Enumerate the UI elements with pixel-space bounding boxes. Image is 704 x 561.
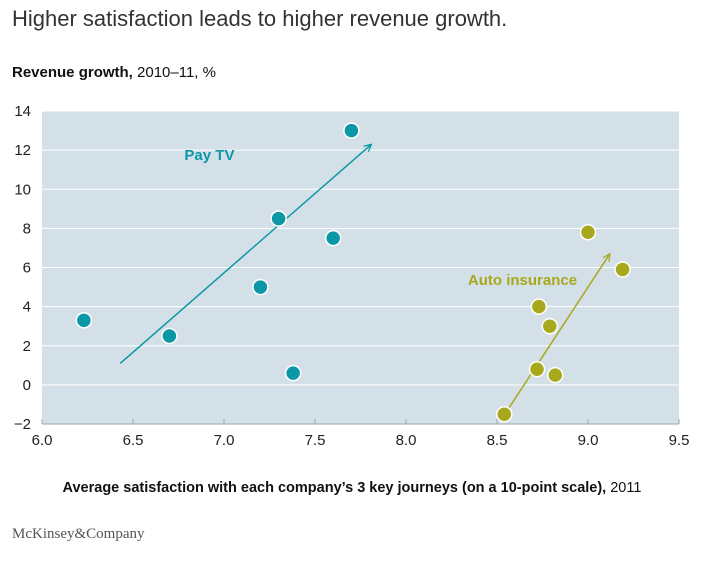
y-tick-label: 12	[14, 142, 31, 159]
y-tick-label: 0	[23, 377, 31, 394]
y-tick-label: 4	[23, 299, 31, 316]
data-point-auto-insurance	[546, 366, 564, 384]
x-tick-label: 7.5	[305, 432, 326, 449]
data-point-pay-tv	[252, 278, 269, 296]
y-tick-label: 6	[23, 260, 31, 277]
trend-arrow-pay-tv	[119, 144, 371, 364]
scatter-chart: 6.0 6.5 7.0 7.5 8.0 8.5 9.0 9.5 14 12 10 8 6 4 2 0 −2 Pay…	[14, 103, 690, 449]
series-label-auto-insurance: Auto insurance	[468, 272, 577, 289]
data-point-pay-tv	[270, 210, 287, 227]
data-point-pay-tv	[75, 312, 93, 329]
x-axis-label: Average satisfaction with each company’s…	[0, 480, 704, 496]
data-point-auto-insurance	[541, 317, 559, 335]
x-tick-label: 8.0	[396, 432, 417, 449]
x-tick-label: 6.5	[123, 432, 144, 449]
y-tick-label: 8	[23, 220, 31, 237]
y-tick-label: 14	[14, 103, 31, 120]
mckinsey-logo: McKinsey&Company	[12, 526, 145, 542]
data-point-pay-tv	[343, 122, 360, 139]
y-tick-label: −2	[14, 416, 31, 433]
x-tick-label: 8.5	[487, 432, 508, 449]
x-axis-label-rest: 2011	[606, 480, 642, 496]
y-axis-label: Revenue growth, 2010–11, %	[12, 64, 216, 81]
x-tick-label: 6.0	[32, 432, 53, 449]
y-tick-label: 10	[14, 181, 31, 198]
data-point-pay-tv	[324, 229, 342, 247]
chart-title: Higher satisfaction leads to higher reve…	[12, 6, 508, 31]
data-point-auto-insurance	[579, 224, 597, 241]
trend-arrow-auto-insurance	[505, 254, 610, 413]
x-axis-label-bold: Average satisfaction with each company’s…	[62, 480, 607, 496]
y-axis-label-rest: 2010–11, %	[132, 64, 216, 81]
y-tick-label: 2	[23, 338, 31, 355]
data-point-auto-insurance	[530, 298, 548, 315]
data-point-auto-insurance	[528, 360, 546, 378]
x-tick-label: 9.0	[578, 432, 599, 449]
data-point-pay-tv	[161, 327, 178, 345]
series-label-pay-tv: Pay TV	[184, 147, 234, 164]
data-point-auto-insurance	[614, 261, 631, 278]
x-tick-label: 9.5	[669, 432, 690, 449]
y-axis-label-bold: Revenue growth,	[12, 64, 133, 81]
x-tick-label: 7.0	[214, 432, 235, 449]
data-point-pay-tv	[284, 364, 302, 382]
data-point-auto-insurance	[496, 405, 513, 423]
